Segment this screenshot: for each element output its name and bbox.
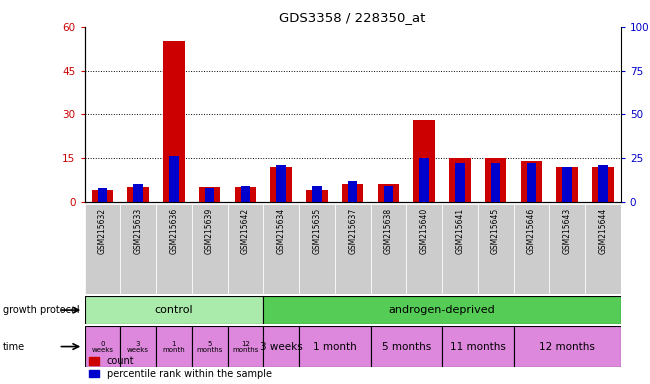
Text: GSM215644: GSM215644 <box>599 208 607 254</box>
Bar <box>227 204 263 294</box>
Bar <box>521 161 542 202</box>
Bar <box>348 180 358 202</box>
Text: time: time <box>3 341 25 352</box>
Bar <box>169 156 179 202</box>
Bar <box>384 186 393 202</box>
Bar <box>449 158 471 202</box>
Bar <box>592 167 614 202</box>
Text: 1 month: 1 month <box>313 341 357 352</box>
Bar <box>270 167 292 202</box>
Text: 5 months: 5 months <box>382 341 431 352</box>
Text: 3
weeks: 3 weeks <box>127 341 149 353</box>
Bar <box>199 187 220 202</box>
Text: GSM215635: GSM215635 <box>313 208 321 254</box>
Bar <box>133 184 143 202</box>
Text: 5
months: 5 months <box>196 341 223 353</box>
Text: androgen-deprived: androgen-deprived <box>389 305 495 315</box>
Text: 3 weeks: 3 weeks <box>260 341 302 352</box>
Text: 0
weeks: 0 weeks <box>92 341 113 353</box>
Text: control: control <box>155 305 193 315</box>
Bar <box>335 204 370 294</box>
Bar <box>299 326 370 367</box>
Bar <box>514 326 621 367</box>
Bar <box>240 186 250 202</box>
Bar <box>598 165 608 202</box>
Bar <box>120 326 156 367</box>
Text: GSM215645: GSM215645 <box>491 208 500 254</box>
Bar <box>312 186 322 202</box>
Text: GSM215641: GSM215641 <box>456 208 464 254</box>
Legend: count, percentile rank within the sample: count, percentile rank within the sample <box>89 356 272 379</box>
Bar <box>156 204 192 294</box>
Bar <box>485 158 506 202</box>
Bar <box>455 163 465 202</box>
Bar <box>526 163 536 202</box>
Bar <box>478 204 514 294</box>
Text: 12 months: 12 months <box>540 341 595 352</box>
Bar <box>585 204 621 294</box>
Bar <box>419 158 429 202</box>
Bar <box>127 187 149 202</box>
Text: GSM215642: GSM215642 <box>241 208 250 254</box>
Bar <box>406 204 442 294</box>
Text: GSM215639: GSM215639 <box>205 208 214 254</box>
Text: GSM215646: GSM215646 <box>527 208 536 254</box>
Text: GSM215637: GSM215637 <box>348 208 357 254</box>
Text: 12
months: 12 months <box>232 341 259 353</box>
Bar <box>84 326 120 367</box>
Bar <box>84 296 263 324</box>
Title: GDS3358 / 228350_at: GDS3358 / 228350_at <box>280 11 426 24</box>
Text: 11 months: 11 months <box>450 341 506 352</box>
Bar <box>205 188 214 202</box>
Bar <box>370 204 406 294</box>
Bar <box>442 326 514 367</box>
Bar <box>263 204 299 294</box>
Bar <box>549 204 585 294</box>
Bar <box>514 204 549 294</box>
Bar <box>378 184 399 202</box>
Bar <box>491 163 500 202</box>
Bar <box>92 190 113 202</box>
Bar <box>556 167 578 202</box>
Text: GSM215633: GSM215633 <box>134 208 142 254</box>
Bar <box>227 326 263 367</box>
Bar <box>413 120 435 202</box>
Text: GSM215634: GSM215634 <box>277 208 285 254</box>
Bar <box>163 41 185 202</box>
Bar <box>342 184 363 202</box>
Bar <box>306 190 328 202</box>
Bar <box>235 187 256 202</box>
Bar <box>562 167 572 202</box>
Text: GSM215640: GSM215640 <box>420 208 428 254</box>
Text: GSM215632: GSM215632 <box>98 208 107 254</box>
Text: GSM215636: GSM215636 <box>170 208 178 254</box>
Text: 1
month: 1 month <box>162 341 185 353</box>
Bar <box>263 296 621 324</box>
Bar <box>192 326 228 367</box>
Bar <box>299 204 335 294</box>
Bar <box>98 188 107 202</box>
Bar <box>120 204 156 294</box>
Text: GSM215638: GSM215638 <box>384 208 393 254</box>
Bar <box>442 204 478 294</box>
Bar <box>263 326 299 367</box>
Bar <box>192 204 228 294</box>
Text: growth protocol: growth protocol <box>3 305 80 315</box>
Bar <box>370 326 442 367</box>
Text: GSM215643: GSM215643 <box>563 208 571 254</box>
Bar <box>156 326 192 367</box>
Bar <box>276 165 286 202</box>
Bar <box>84 204 120 294</box>
